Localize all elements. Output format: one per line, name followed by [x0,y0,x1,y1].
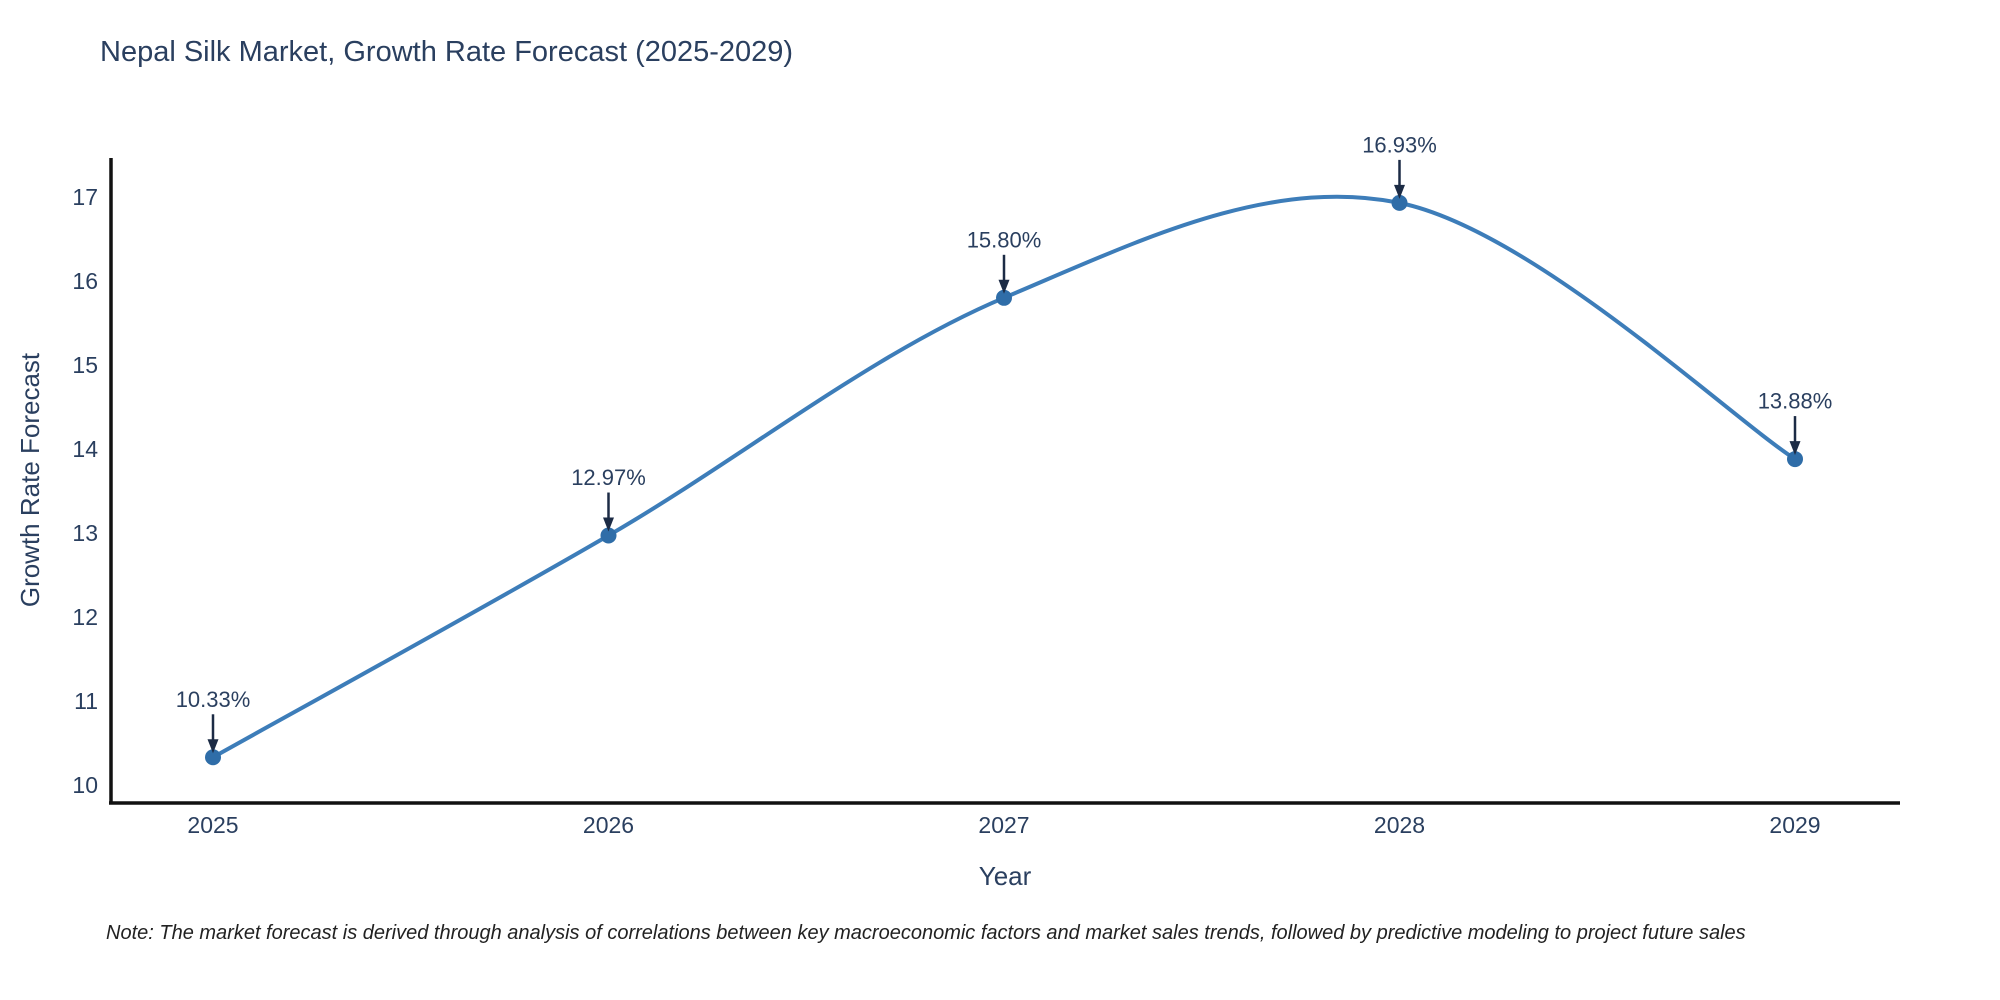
y-tick-label: 12 [72,604,98,630]
annotation-arrow-head-icon [1789,441,1801,456]
y-tick-label: 17 [72,184,98,210]
y-tick-label: 16 [72,268,98,294]
data-point-label: 10.33% [176,687,251,712]
data-point-label: 16.93% [1362,132,1437,157]
annotation-arrow-head-icon [603,517,614,532]
y-tick-label: 15 [72,352,98,378]
x-tick-label: 2025 [187,812,238,838]
data-point-marker[interactable] [205,749,221,766]
y-tick-label: 13 [72,520,98,546]
data-point-marker[interactable] [996,289,1012,306]
annotation-arrow-head-icon [207,739,219,754]
data-point-marker[interactable] [600,527,617,544]
data-point-marker[interactable] [1391,194,1408,211]
x-tick-label: 2027 [978,812,1029,838]
y-tick-label: 11 [74,688,98,714]
data-point-label: 15.80% [967,227,1042,252]
data-point-marker[interactable] [1787,451,1803,468]
footnote: Note: The market forecast is derived thr… [106,922,1746,944]
x-tick-label: 2028 [1374,812,1425,838]
y-tick-label: 14 [72,436,98,462]
annotation-arrow-head-icon [1394,184,1405,199]
x-tick-label: 2026 [583,812,634,838]
x-tick-label: 2029 [1769,812,1820,838]
data-point-label: 12.97% [571,465,646,490]
data-point-label: 13.88% [1758,389,1833,414]
annotation-arrow-head-icon [998,279,1010,294]
y-tick-label: 10 [72,772,98,798]
chart-title: Nepal Silk Market, Growth Rate Forecast … [100,36,794,68]
